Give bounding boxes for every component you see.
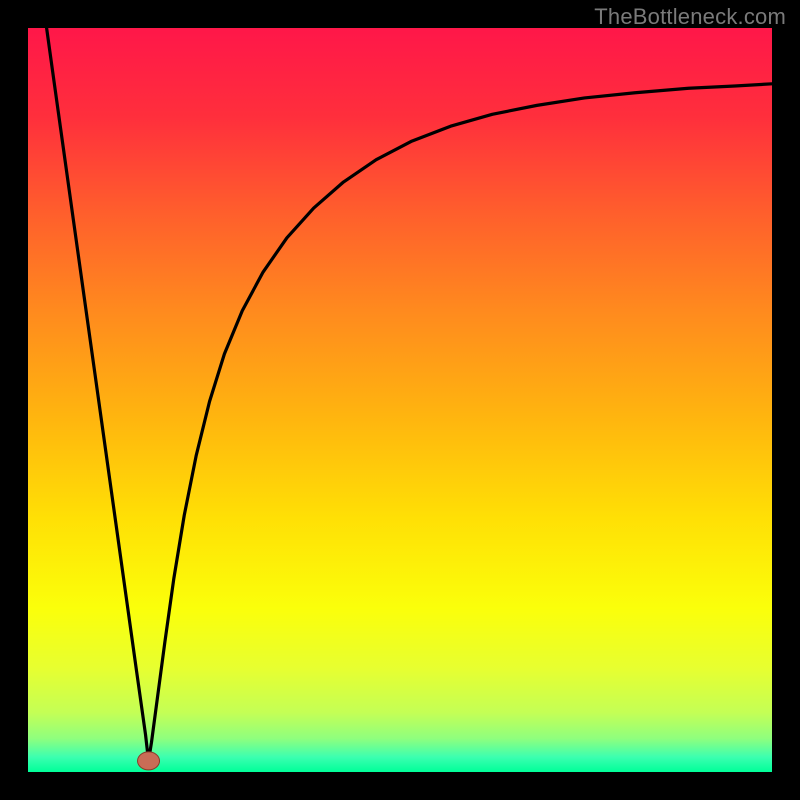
minimum-marker: [138, 752, 160, 770]
plot-area: [28, 28, 772, 772]
chart-container: TheBottleneck.com: [0, 0, 800, 800]
watermark-text: TheBottleneck.com: [594, 4, 786, 30]
bottleneck-chart: [0, 0, 800, 800]
